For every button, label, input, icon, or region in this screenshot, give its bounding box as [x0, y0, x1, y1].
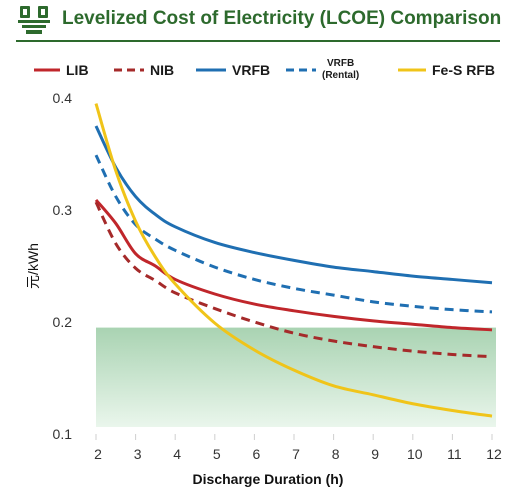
- legend-swatch-vrfb-rental: [286, 68, 316, 72]
- legend-label-fes-rfb: Fe-S RFB: [432, 62, 495, 78]
- legend-item-fes-rfb: Fe-S RFB: [398, 52, 495, 88]
- x-tick-label: 12: [486, 446, 502, 462]
- x-tick-label: 8: [332, 446, 340, 462]
- y-tick-label: 0.3: [53, 202, 73, 218]
- x-tick-label: 5: [213, 446, 221, 462]
- x-tick-label: 6: [253, 446, 261, 462]
- x-tick-label: 2: [94, 446, 102, 462]
- header: Levelized Cost of Electricity (LCOE) Com…: [0, 0, 511, 40]
- series-line-vrfb-rental: [94, 154, 493, 314]
- highlight-band: [96, 327, 496, 427]
- legend-swatch-lib: [34, 68, 60, 72]
- legend-label-nib: NIB: [150, 62, 175, 78]
- series-line-fe-s-rfb: [94, 103, 493, 418]
- y-tick-label: 0.4: [53, 90, 73, 106]
- building-logo-icon: [18, 6, 50, 34]
- y-axis-label: 元/kWh: [25, 243, 41, 289]
- legend-item-lib: LIB: [34, 52, 89, 88]
- x-tick-label: 10: [407, 446, 423, 462]
- legend-item-vrfb: VRFB: [196, 52, 270, 88]
- legend-item-nib: NIB: [114, 52, 174, 88]
- legend-label-lib: LIB: [66, 62, 89, 78]
- legend-label-vrfb-rental-line2: (Rental): [322, 70, 360, 81]
- series-line-vrfb: [94, 125, 493, 285]
- series-line-nib: [94, 201, 493, 359]
- x-axis-label: Discharge Duration (h): [193, 471, 344, 487]
- x-tick-label: 4: [173, 446, 181, 462]
- x-tick-label: 7: [292, 446, 300, 462]
- page-title: Levelized Cost of Electricity (LCOE) Com…: [62, 8, 502, 29]
- header-divider: [16, 40, 500, 42]
- x-tick-label: 9: [371, 446, 379, 462]
- legend-item-vrfb-rental: VRFB (Rental): [286, 52, 359, 88]
- series-line-lib: [94, 198, 493, 332]
- y-tick-label: 0.1: [53, 426, 73, 442]
- chart-legend: LIB NIB VRFB VRFB (Rental) Fe-S RFB: [0, 52, 511, 92]
- legend-label-vrfb-rental: VRFB (Rental): [322, 58, 359, 82]
- legend-swatch-vrfb: [196, 68, 226, 72]
- legend-label-vrfb: VRFB: [232, 62, 271, 78]
- x-tick-label: 11: [447, 446, 462, 462]
- legend-swatch-nib: [114, 68, 144, 72]
- y-tick-label: 0.2: [53, 314, 73, 330]
- legend-swatch-fes-rfb: [398, 68, 426, 72]
- x-tick-label: 3: [134, 446, 142, 462]
- legend-label-vrfb-rental-line1: VRFB: [327, 58, 355, 69]
